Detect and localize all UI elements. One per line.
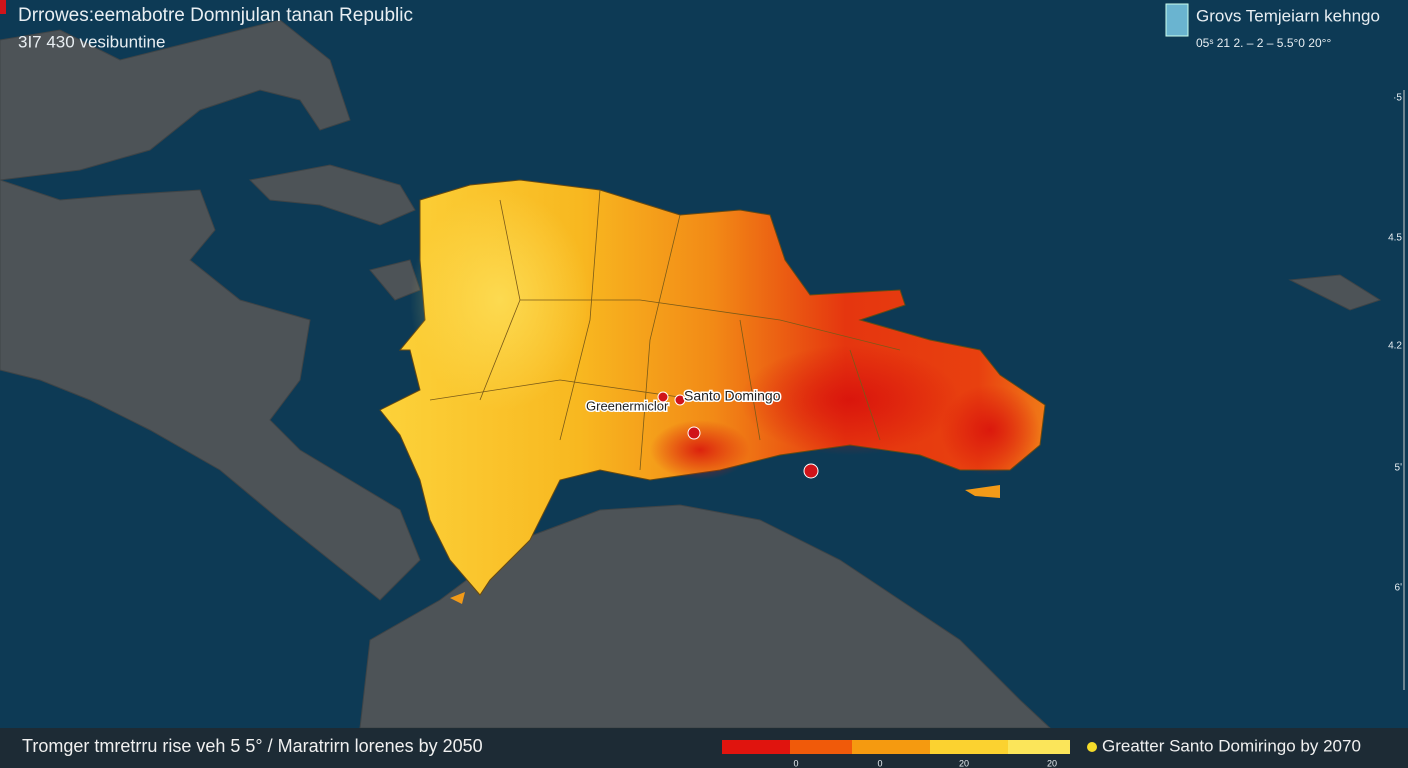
province-borders: [429, 189, 901, 471]
legend-swatch: [1165, 3, 1189, 37]
legend-scale: 05ˢ 21 2. – 2 – 5.5°0 20°°: [1196, 36, 1331, 50]
footer-bar: [0, 728, 1408, 768]
header-accent: [0, 0, 6, 14]
footer-caption: Tromger tmretrru rise veh 5 5° / Maratri…: [22, 736, 483, 756]
legend-title: Grovs Temjeiarn kehngo: [1196, 6, 1380, 25]
colorbar-tick-label: 0: [877, 758, 882, 768]
colorbar-tick-label: 20: [959, 758, 969, 768]
colorbar-ticks: 0 0 20 20: [793, 758, 1057, 768]
side-tick-label: 4.2: [1388, 341, 1402, 352]
heat-hot-zone: [940, 385, 1040, 475]
colorbar-segment: [790, 740, 852, 754]
colorbar-tick-label: 0: [793, 758, 798, 768]
footer-marker-label: Greatter Santo Domiringo by 2070: [1102, 736, 1361, 755]
map-title: Drrowes:eemabotre Domnjulan tanan Republ…: [18, 5, 413, 26]
island: [379, 179, 1046, 604]
city-marker: [657, 391, 669, 403]
city-marker: [687, 426, 701, 440]
colorbar-segment: [1008, 740, 1070, 754]
city-marker: [674, 394, 686, 406]
city-marker: [803, 463, 819, 479]
colorbar-segment: [852, 740, 930, 754]
map-subtitle: 3I7 430 vesibuntine: [18, 32, 165, 51]
side-tick-label: 5ʹ: [1395, 463, 1403, 474]
side-tick-label: 6ʹ: [1395, 583, 1403, 594]
colorbar-tick-label: 20: [1047, 758, 1057, 768]
side-tick-label: ·5: [1393, 93, 1402, 104]
footer-marker: [1087, 742, 1097, 752]
colorbar-segment: [722, 740, 790, 754]
heat-hot-zone: [740, 345, 960, 455]
heat-cool-zone: [410, 190, 590, 410]
colorbar-segment: [930, 740, 1008, 754]
heat-hot-zone: [650, 420, 750, 480]
city-label: Greenermiclor: [586, 398, 669, 413]
side-tick-label: 4.5: [1388, 233, 1402, 244]
city-label: Santo Domingo: [684, 388, 781, 404]
side-ticks: ·5 4.5 4.2 5ʹ 6ʹ: [1388, 93, 1402, 594]
